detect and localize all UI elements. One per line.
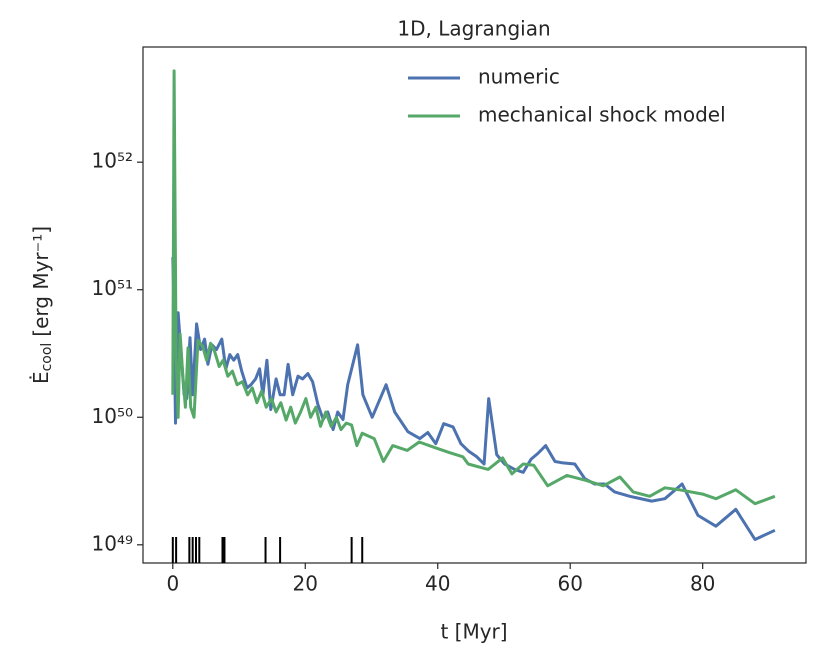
- x-tick-label: 60: [557, 572, 582, 596]
- y-tick-label: 10⁵²: [92, 149, 133, 173]
- legend-label: numeric: [478, 65, 560, 89]
- chart-title: 1D, Lagrangian: [397, 17, 550, 41]
- x-axis-label: t [Myr]: [440, 620, 507, 644]
- x-tick-label: 80: [690, 572, 715, 596]
- x-tick-label: 0: [166, 572, 179, 596]
- y-tick-label: 10⁵¹: [92, 276, 133, 300]
- series-line: [171, 69, 776, 506]
- y-tick-label: 10⁵⁰: [92, 404, 133, 428]
- y-tick-label: 10⁴⁹: [92, 531, 133, 555]
- x-tick-label: 40: [425, 572, 450, 596]
- y-axis-label: Ėcool [erg Myr⁻¹]: [29, 226, 56, 384]
- y-label-symbol: Ė: [29, 371, 53, 384]
- plot-frame: [142, 46, 807, 564]
- x-tick-label: 20: [293, 572, 318, 596]
- series-line: [171, 257, 776, 541]
- legend-label: mechanical shock model: [478, 103, 726, 127]
- y-label-sub: cool: [39, 343, 55, 372]
- y-label-unit: [erg Myr⁻¹]: [29, 226, 53, 337]
